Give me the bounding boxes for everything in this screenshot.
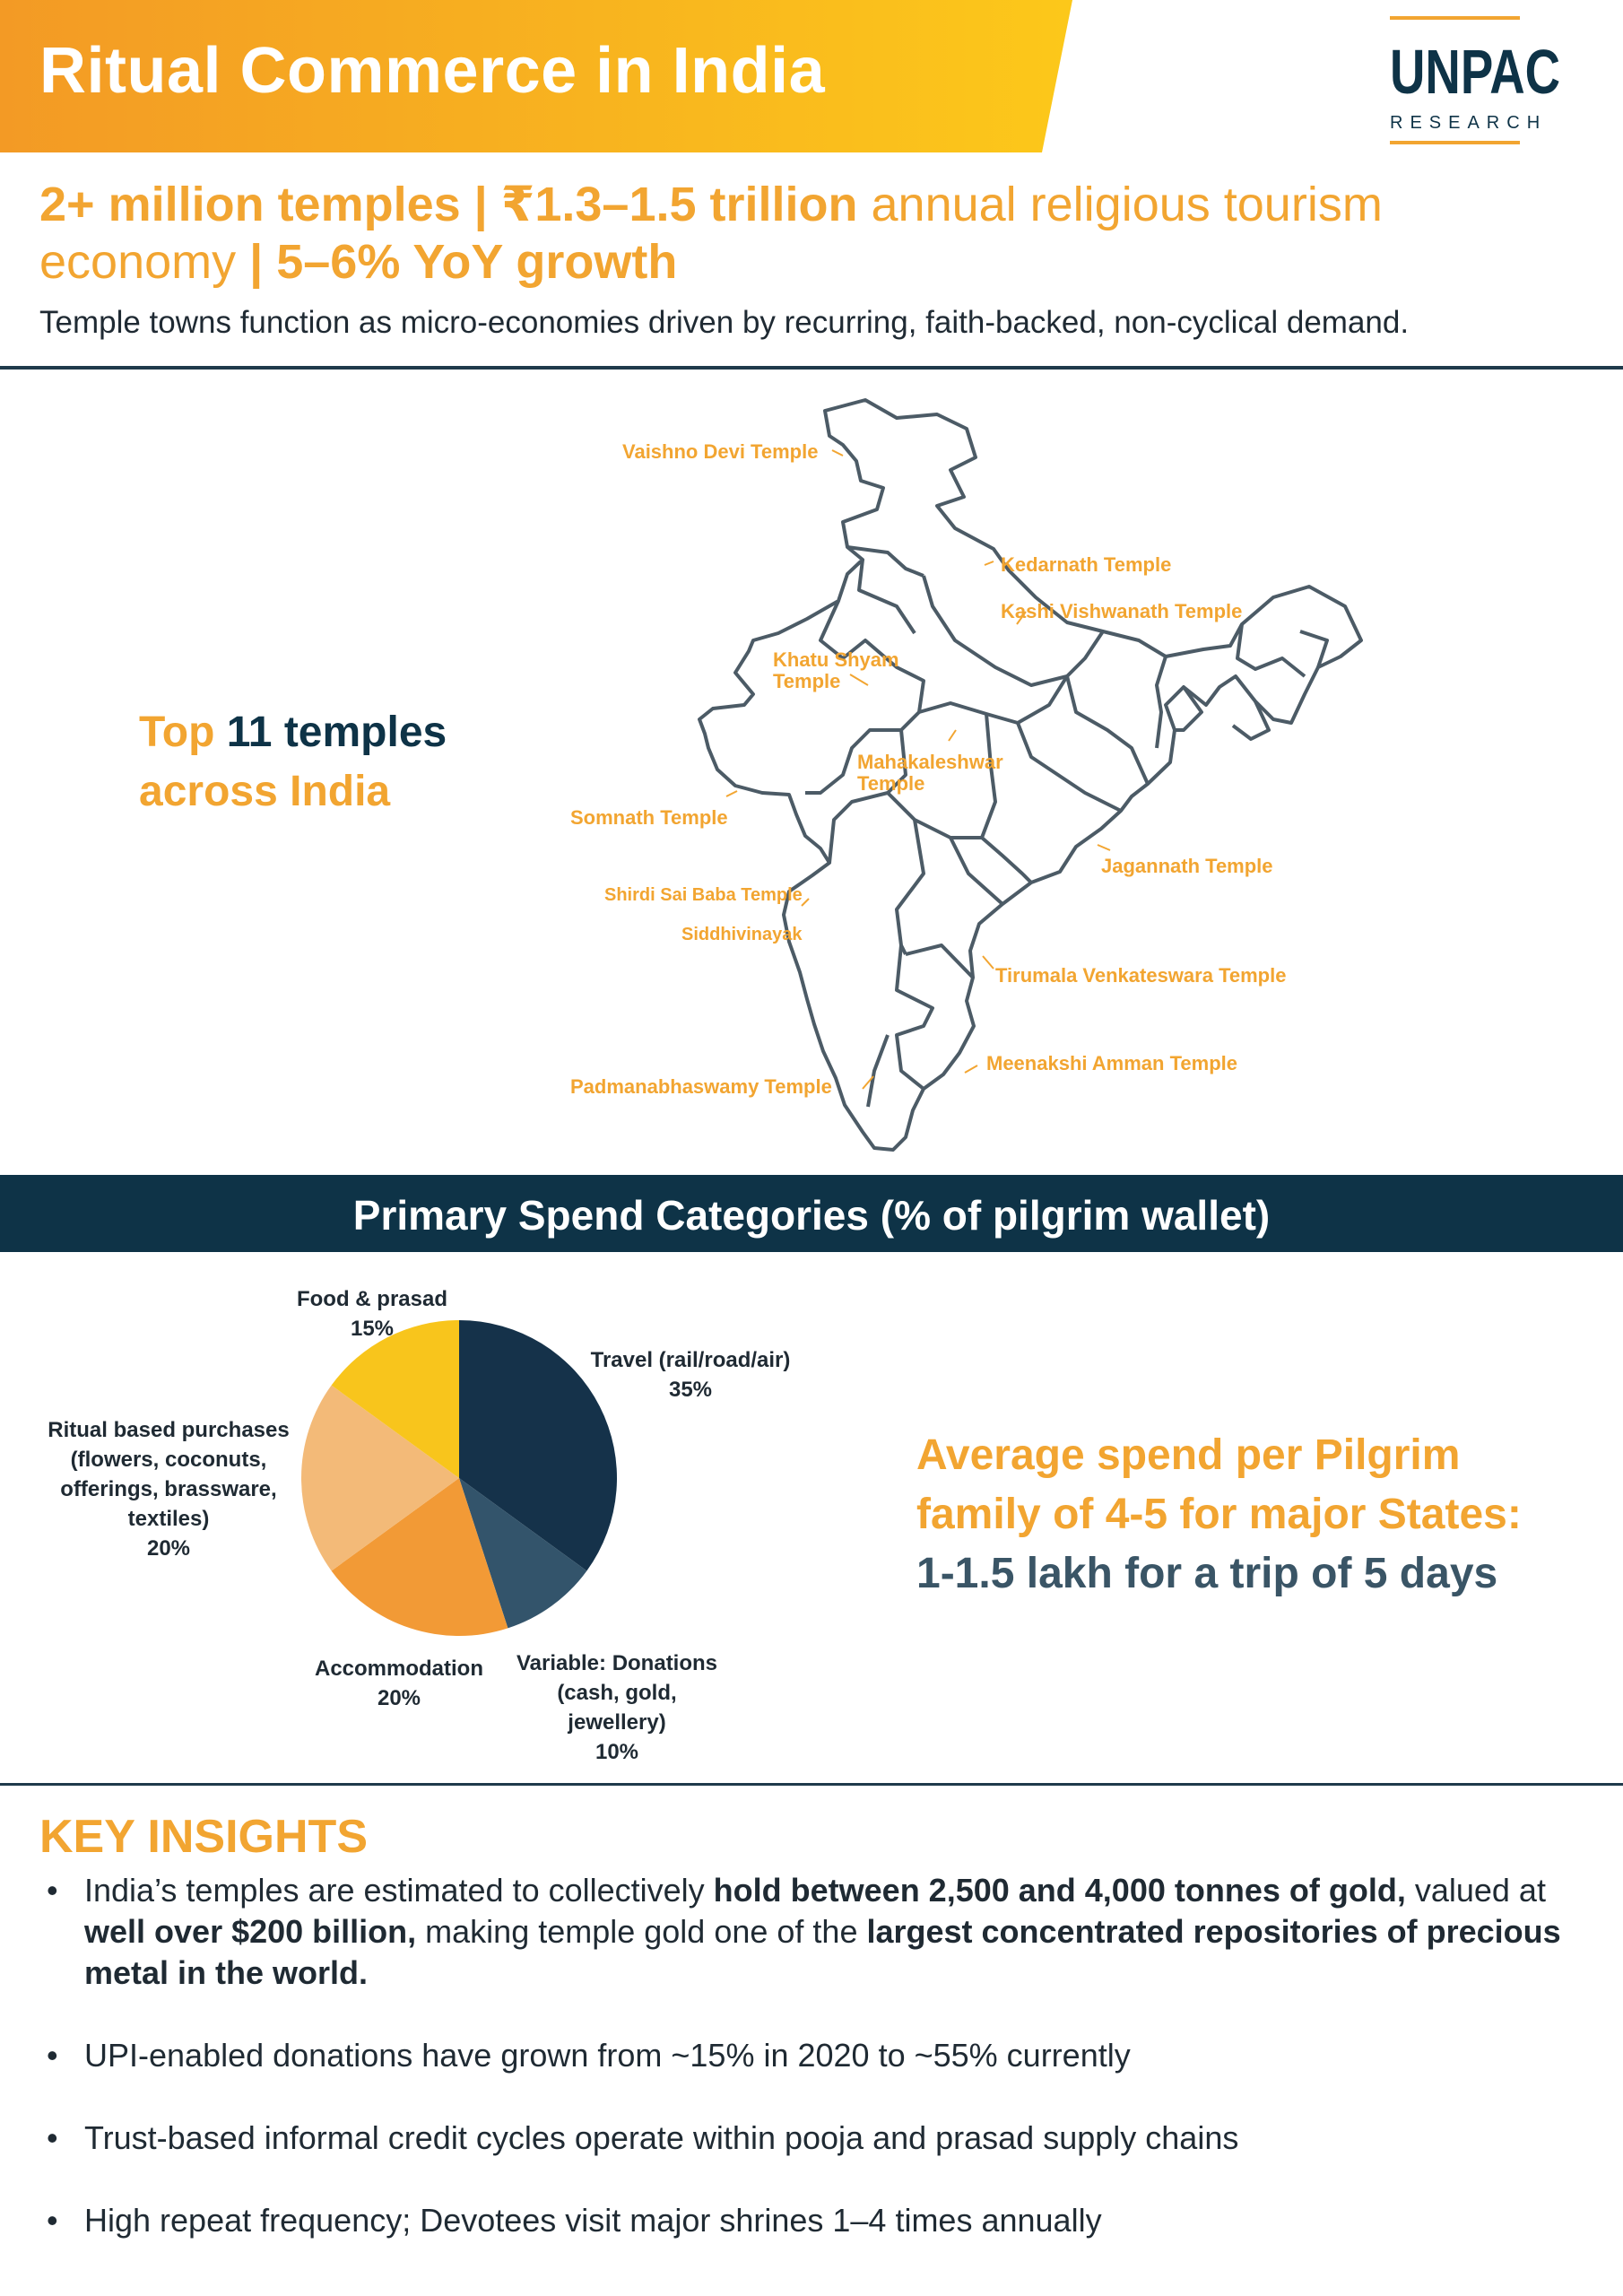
- insight-text: Trust-based informal credit cycles opera…: [84, 2119, 1239, 2156]
- pie-label-food-value: 15%: [350, 1317, 395, 1341]
- map-label-padmanabhaswamy: Padmanabhaswamy Temple: [570, 1075, 832, 1098]
- spend-chart-section: Food & prasad 15% Travel (rail/road/air)…: [0, 1252, 1623, 1790]
- average-spend: Average spend per Pilgrim family of 4-5 …: [916, 1426, 1522, 1604]
- map-label-mahakaleshwar-1: Mahakaleshwar: [857, 751, 1003, 773]
- pie-label-accommodation-value: 20%: [377, 1686, 421, 1710]
- spend-section-title: Primary Spend Categories (% of pilgrim w…: [352, 1192, 1271, 1239]
- insight-credit: • Trust-based informal credit cycles ope…: [39, 2118, 1564, 2159]
- map-label-kashi-vishwanath: Kashi Vishwanath Temple: [1001, 600, 1243, 622]
- pie-label-travel-name: Travel (rail/road/air): [590, 1348, 791, 1372]
- map-label-vaishno-devi: Vaishno Devi Temple: [622, 440, 819, 463]
- pie-slice-3: [301, 1385, 459, 1571]
- average-spend-value: 1-1.5 lakh for a trip of 5 days: [916, 1550, 1498, 1597]
- subline: Temple towns function as micro-economies…: [39, 305, 1410, 340]
- insight-upi: • UPI-enabled donations have grown from …: [39, 2035, 1564, 2076]
- pie-label-accommodation-name: Accommodation: [314, 1657, 483, 1681]
- map-label-kedarnath: Kedarnath Temple: [1001, 553, 1172, 576]
- map-label-meenakshi: Meenakshi Amman Temple: [986, 1052, 1237, 1074]
- map-heading: Top 11 temples across India: [139, 703, 447, 822]
- insight-text: valued at: [1405, 1872, 1546, 1909]
- map-heading-count: 11 temples: [226, 709, 447, 756]
- india-map: [698, 398, 1363, 1152]
- average-spend-line1: Average spend per Pilgrim: [916, 1431, 1461, 1479]
- spend-pie-chart: [301, 1320, 617, 1636]
- map-label-jagannath: Jagannath Temple: [1101, 855, 1273, 877]
- map-heading-across: across India: [139, 768, 391, 815]
- pie-label-accommodation: Accommodation 20%: [296, 1654, 502, 1713]
- bullet-icon: •: [47, 2202, 58, 2239]
- pie-label-travel: Travel (rail/road/air) 35%: [565, 1345, 816, 1405]
- map-label-siddhivinayak: Siddhivinayak: [681, 925, 803, 944]
- headline: 2+ million temples | ₹1.3–1.5 trillion a…: [39, 176, 1582, 291]
- pie-label-food-name: Food & prasad: [296, 1287, 447, 1311]
- key-insights-title: KEY INSIGHTS: [39, 1811, 369, 1863]
- logo-bottom-rule: [1390, 141, 1520, 144]
- pie-label-food: Food & prasad 15%: [269, 1284, 475, 1344]
- banner-shape: [0, 0, 1072, 152]
- insight-emphasis: largest concentrated repositories of pre…: [84, 1913, 1561, 1991]
- map-label-khatu-shyam-1: Khatu Shyam: [773, 648, 899, 671]
- headline-stat-temples: 2+ million temples | ₹1.3–1.5 trillion: [39, 178, 858, 231]
- pie-label-ritual-line2: (flowers, coconuts,: [70, 1448, 267, 1472]
- pie-label-donations-value: 10%: [595, 1740, 639, 1764]
- headline-text: annual religious tourism economy: [39, 178, 1383, 289]
- insight-text: High repeat frequency; Devotees visit ma…: [84, 2202, 1102, 2239]
- title-banner: Ritual Commerce in India: [0, 0, 1623, 152]
- bullet-icon: •: [47, 2037, 58, 2074]
- insight-text: India’s temples are estimated to collect…: [84, 1872, 714, 1909]
- map-label-khatu-shyam-2: Temple: [773, 670, 841, 692]
- insight-frequency: • High repeat frequency; Devotees visit …: [39, 2200, 1564, 2241]
- insight-gold: • India’s temples are estimated to colle…: [39, 1870, 1564, 1994]
- logo-top-rule: [1390, 16, 1520, 20]
- pie-slice-4: [331, 1320, 459, 1478]
- bullet-icon: •: [47, 2119, 58, 2156]
- unpac-logo: UNPAC RESEARCH: [1390, 16, 1561, 146]
- insight-emphasis: well over $200 billion,: [84, 1913, 417, 1950]
- pie-label-ritual-line3: offerings, brassware,: [60, 1477, 277, 1501]
- pie-label-ritual: Ritual based purchases (flowers, coconut…: [36, 1415, 301, 1563]
- map-label-shirdi-sai-baba: Shirdi Sai Baba Temple: [604, 885, 803, 905]
- pie-label-donations: Variable: Donations (cash, gold, jewelle…: [502, 1648, 732, 1767]
- divider: [0, 366, 1623, 370]
- bullet-icon: •: [47, 1872, 58, 1909]
- map-label-mahakaleshwar-2: Temple: [857, 772, 925, 795]
- pie-label-donations-line3: jewellery): [568, 1710, 666, 1735]
- key-insights-list: • India’s temples are estimated to colle…: [39, 1870, 1564, 2241]
- page-title: Ritual Commerce in India: [39, 35, 826, 107]
- pie-label-ritual-line4: textiles): [127, 1507, 210, 1531]
- temple-map-section: Top 11 temples across India: [0, 371, 1623, 1175]
- pie-label-donations-name: Variable: Donations: [516, 1651, 718, 1675]
- pie-label-ritual-name: Ritual based purchases: [48, 1418, 290, 1442]
- divider: [0, 1783, 1623, 1786]
- map-label-tirumala: Tirumala Venkateswara Temple: [995, 964, 1287, 987]
- logo-subtitle: RESEARCH: [1390, 113, 1548, 133]
- insight-text: making temple gold one of the: [416, 1913, 867, 1950]
- spend-section-header: Primary Spend Categories (% of pilgrim w…: [0, 1175, 1623, 1252]
- map-heading-top: Top: [139, 709, 227, 756]
- average-spend-line2: family of 4-5 for major States:: [916, 1491, 1522, 1538]
- pie-label-donations-line2: (cash, gold,: [557, 1681, 677, 1705]
- logo-word: UNPAC: [1390, 37, 1561, 107]
- headline-stat-growth: | 5–6% YoY growth: [236, 235, 678, 289]
- insight-emphasis: hold between 2,500 and 4,000 tonnes of g…: [713, 1872, 1406, 1909]
- insight-text: UPI-enabled donations have grown from ~1…: [84, 2037, 1131, 2074]
- pie-slice-0: [459, 1320, 617, 1571]
- pie-label-travel-value: 35%: [668, 1378, 713, 1402]
- pie-slice-2: [331, 1478, 508, 1636]
- map-label-somnath: Somnath Temple: [570, 806, 728, 829]
- pie-slice-1: [459, 1478, 587, 1629]
- pie-label-ritual-value: 20%: [146, 1536, 191, 1561]
